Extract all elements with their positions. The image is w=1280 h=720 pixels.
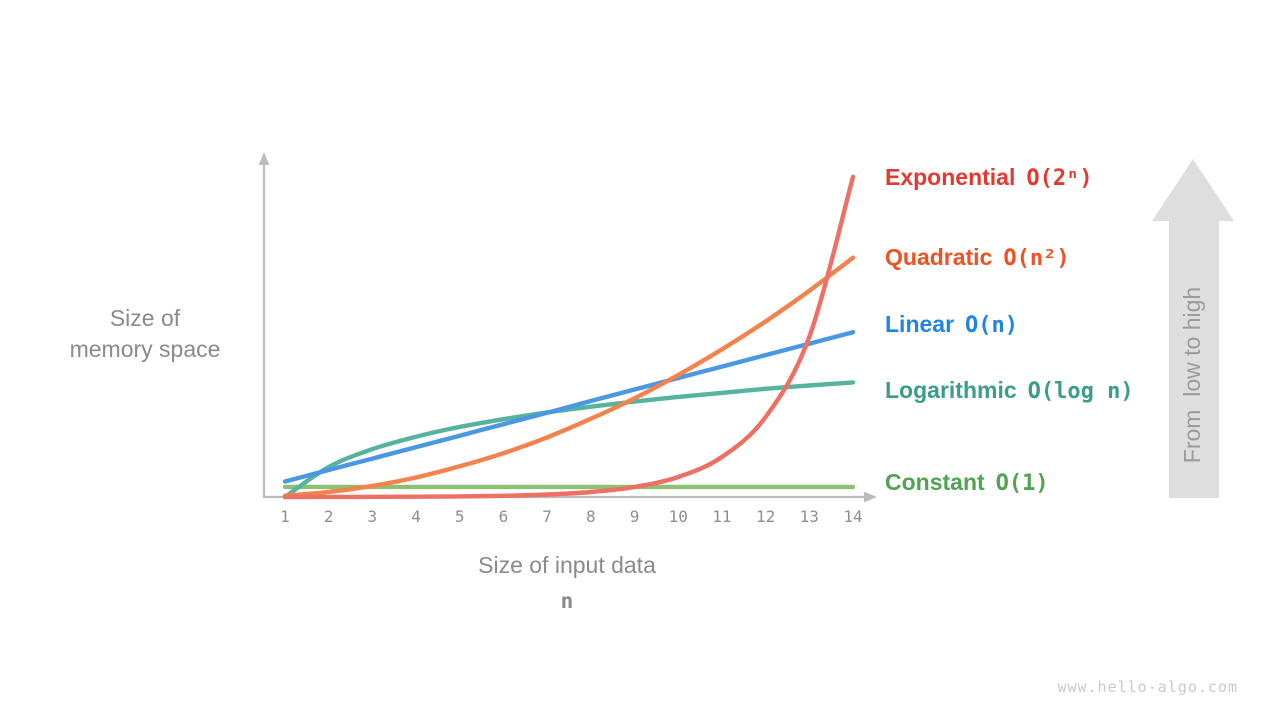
y-axis-label-line1: Size of: [109, 305, 181, 331]
curve-quadratic: [282, 255, 856, 498]
x-tick-2: 2: [323, 507, 334, 526]
axes: [258, 152, 877, 503]
x-tick-11: 11: [712, 507, 732, 526]
y-axis-label: Size of memory space: [40, 303, 250, 365]
x-axis-variable: n: [560, 589, 574, 613]
x-tick-14: 14: [843, 507, 863, 526]
curve-linear: [282, 330, 856, 484]
x-tick-4: 4: [411, 507, 421, 526]
x-tick-6: 6: [498, 507, 509, 526]
x-tick-8: 8: [586, 507, 596, 526]
x-tick-9: 9: [629, 507, 640, 526]
low-to-high-label: From low to high: [1179, 286, 1205, 464]
watermark: www.hello-algo.com: [1057, 678, 1238, 696]
curve-exponential: [282, 174, 856, 500]
x-tick-1: 1: [280, 507, 290, 526]
curve-logarithmic: [282, 380, 856, 500]
curves-group: [282, 174, 856, 500]
x-tick-5: 5: [454, 507, 465, 526]
x-tick-7: 7: [542, 507, 552, 526]
x-axis-label: Size of input data: [478, 552, 656, 578]
x-axis-arrowhead: [864, 491, 877, 503]
x-tick-10: 10: [668, 507, 688, 526]
y-axis-label-line2: memory space: [69, 336, 221, 362]
x-tick-3: 3: [367, 507, 378, 526]
low-to-high-arrow: [1152, 159, 1234, 498]
x-tick-12: 12: [755, 507, 776, 526]
x-tick-13: 13: [799, 507, 819, 526]
y-axis-arrowhead: [258, 152, 270, 165]
